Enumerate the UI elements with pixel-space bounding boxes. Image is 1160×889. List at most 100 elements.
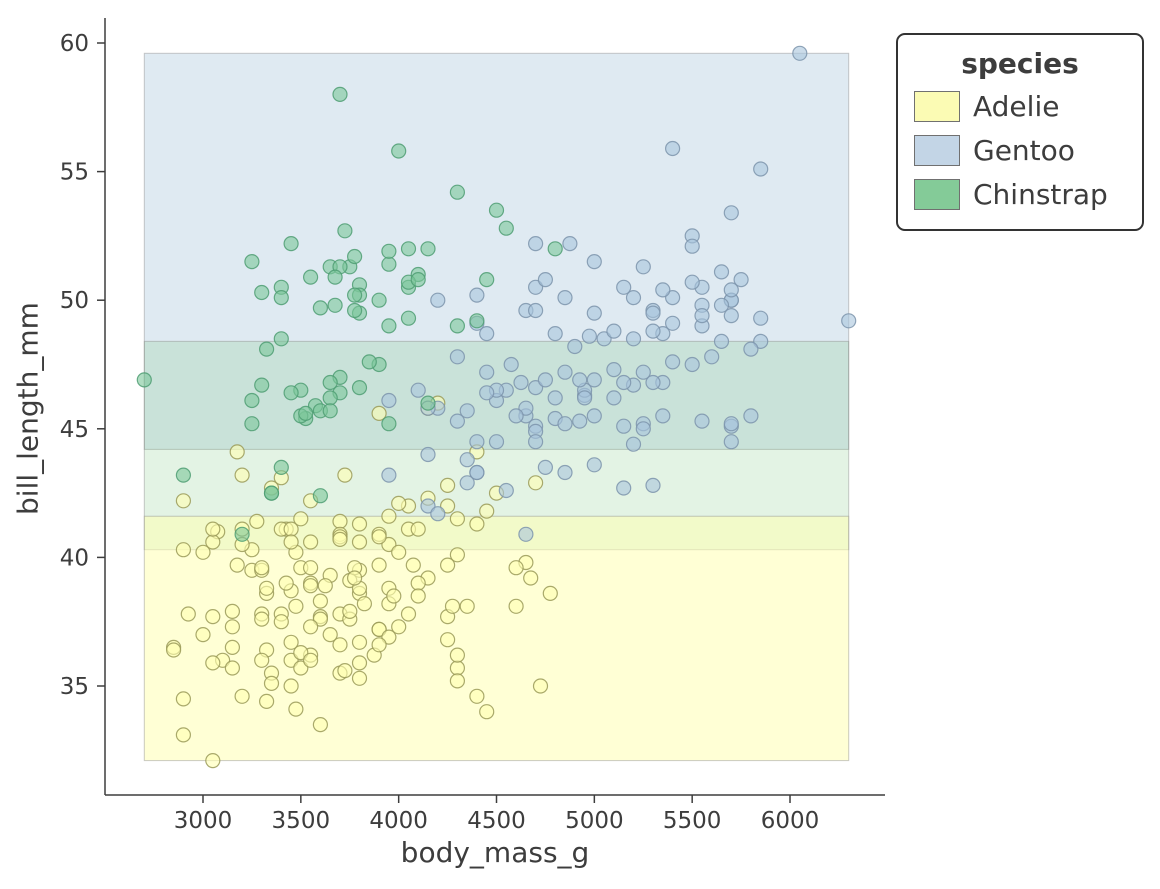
data-point-gentoo	[664, 354, 681, 370]
data-point-adelie	[293, 511, 309, 527]
legend-title: species	[961, 47, 1079, 80]
data-point-chinstrap	[254, 377, 270, 393]
data-point-adelie	[332, 513, 348, 530]
data-point-chinstrap	[312, 488, 328, 504]
data-point-adelie	[469, 688, 485, 704]
data-point-adelie	[195, 626, 211, 643]
x-tick-label: 4000	[369, 808, 428, 834]
legend-item-gentoo: Gentoo	[914, 134, 1126, 167]
x-tick-label: 5000	[565, 808, 624, 834]
data-point-adelie	[288, 598, 304, 614]
data-point-adelie	[410, 521, 426, 537]
data-point-adelie	[229, 557, 245, 573]
data-point-gentoo	[557, 416, 573, 432]
data-point-adelie	[229, 444, 245, 460]
legend-item-label: Chinstrap	[973, 178, 1108, 211]
data-point-adelie	[234, 467, 250, 483]
data-point-adelie	[410, 588, 426, 604]
data-point-gentoo	[498, 482, 514, 499]
data-point-adelie	[303, 619, 319, 635]
data-point-gentoo	[606, 323, 622, 339]
data-point-adelie	[337, 467, 353, 483]
data-point-adelie	[449, 511, 465, 527]
data-point-gentoo	[572, 372, 588, 388]
data-point-chinstrap	[298, 405, 314, 421]
data-point-adelie	[479, 704, 495, 720]
data-point-adelie	[303, 578, 319, 594]
data-point-adelie	[205, 655, 221, 671]
data-point-adelie	[175, 542, 191, 558]
data-point-gentoo	[581, 328, 598, 344]
data-point-chinstrap	[175, 467, 191, 483]
data-point-gentoo	[616, 279, 632, 295]
data-point-gentoo	[655, 282, 671, 298]
data-point-adelie	[391, 619, 407, 635]
data-point-gentoo	[459, 452, 475, 468]
data-point-adelie	[351, 634, 368, 650]
data-point-adelie	[180, 606, 196, 622]
data-point-adelie	[205, 752, 221, 769]
data-point-chinstrap	[254, 284, 270, 301]
data-point-adelie	[449, 547, 465, 563]
data-point-adelie	[356, 596, 372, 612]
data-point-chinstrap	[479, 272, 495, 288]
data-point-chinstrap	[322, 390, 338, 406]
data-point-adelie	[175, 727, 191, 743]
data-point-gentoo	[420, 446, 436, 463]
data-point-adelie	[508, 560, 524, 576]
data-point-gentoo	[430, 292, 446, 308]
data-point-gentoo	[606, 362, 622, 378]
data-point-chinstrap	[263, 485, 280, 501]
x-tick-label: 4500	[467, 808, 526, 834]
data-point-adelie	[254, 560, 270, 576]
data-point-gentoo	[694, 308, 710, 324]
data-point-gentoo	[664, 140, 681, 157]
data-point-gentoo	[410, 382, 426, 398]
data-point-adelie	[278, 575, 294, 591]
data-point-gentoo	[430, 506, 446, 522]
data-point-chinstrap	[449, 318, 465, 334]
legend-item-label: Adelie	[973, 90, 1060, 123]
data-point-chinstrap	[449, 184, 465, 200]
data-point-gentoo	[576, 390, 593, 406]
data-point-chinstrap	[371, 292, 387, 308]
data-point-adelie	[542, 585, 558, 602]
data-point-gentoo	[645, 305, 661, 321]
data-point-gentoo	[792, 45, 808, 61]
data-point-chinstrap	[381, 416, 397, 432]
data-point-adelie	[195, 544, 211, 560]
y-tick-label: 55	[60, 160, 89, 186]
data-point-gentoo	[684, 238, 700, 254]
data-point-gentoo	[684, 356, 700, 373]
chinstrap-swatch-icon	[914, 179, 960, 210]
legend-item-chinstrap: Chinstrap	[914, 178, 1126, 211]
data-point-gentoo	[635, 259, 651, 275]
legend: species Adelie Gentoo Chinstrap	[896, 33, 1144, 231]
data-point-chinstrap	[381, 256, 397, 272]
data-point-gentoo	[381, 392, 397, 409]
data-point-adelie	[224, 619, 240, 635]
data-point-adelie	[337, 662, 353, 679]
data-point-adelie	[342, 603, 358, 620]
data-point-gentoo	[449, 413, 465, 429]
data-point-adelie	[508, 598, 524, 614]
data-point-gentoo	[635, 421, 651, 437]
data-point-adelie	[391, 495, 407, 511]
data-point-gentoo	[616, 374, 632, 391]
data-point-adelie	[332, 637, 348, 653]
data-point-adelie	[249, 513, 265, 530]
data-point-chinstrap	[259, 341, 275, 357]
data-point-gentoo	[733, 272, 749, 288]
data-point-chinstrap	[327, 297, 343, 313]
data-point-gentoo	[469, 464, 485, 481]
data-point-adelie	[371, 557, 387, 573]
y-tick-label: 45	[60, 417, 89, 443]
data-point-gentoo	[684, 274, 700, 290]
x-axis-title: body_mass_g	[400, 836, 590, 869]
data-point-adelie	[381, 508, 397, 524]
data-point-chinstrap	[420, 241, 436, 257]
data-point-gentoo	[449, 349, 465, 365]
data-point-adelie	[332, 531, 348, 548]
data-point-gentoo	[723, 282, 739, 298]
